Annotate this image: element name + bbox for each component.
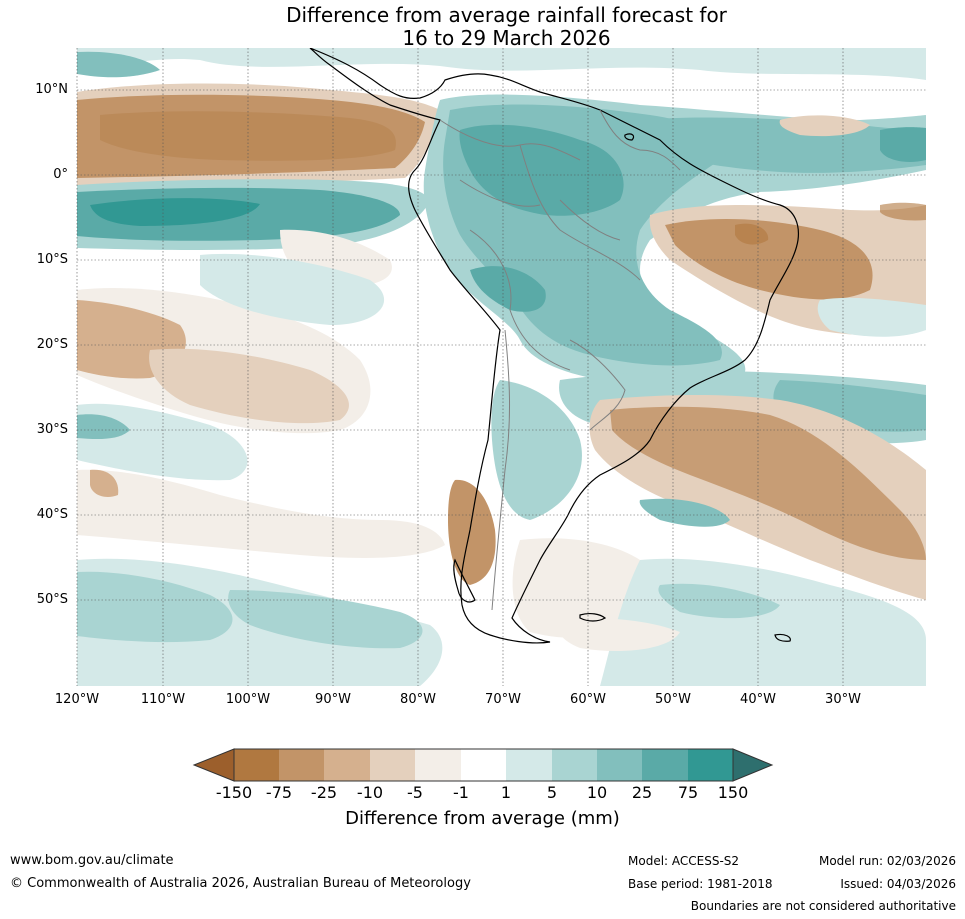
colorbar <box>192 748 774 782</box>
copyright-text: © Commonwealth of Australia 2026, Austra… <box>10 876 471 891</box>
colorbar-tick: 150 <box>717 783 749 802</box>
colorbar-bin <box>597 749 642 781</box>
disclaimer-text: Boundaries are not considered authoritat… <box>690 899 956 913</box>
colorbar-tick: 1 <box>500 783 512 802</box>
title-line-1: Difference from average rainfall forecas… <box>286 3 727 27</box>
colorbar-bin <box>370 749 415 781</box>
colorbar-bin <box>324 749 370 781</box>
anomaly-field <box>77 48 926 686</box>
lat-label: 50°S <box>36 592 68 607</box>
lat-label: 0° <box>53 167 68 182</box>
colorbar-label: Difference from average (mm) <box>345 808 620 829</box>
colorbar-bin <box>688 749 733 781</box>
colorbar-bin <box>415 749 461 781</box>
lon-label: 110°W <box>140 692 186 707</box>
colorbar-tick: 75 <box>677 783 699 802</box>
base-period-text: Base period: 1981-2018 <box>628 877 773 891</box>
lon-label: 60°W <box>570 692 606 707</box>
lat-label: 10°S <box>36 252 68 267</box>
lon-label: 100°W <box>225 692 271 707</box>
colorbar-tick: -5 <box>407 783 423 802</box>
map-title: Difference from average rainfall forecas… <box>0 4 965 50</box>
title-line-2: 16 to 29 March 2026 <box>402 26 611 50</box>
colorbar-tick: 10 <box>586 783 608 802</box>
coastlines <box>309 48 800 644</box>
colorbar-bin <box>552 749 597 781</box>
colorbar-tick: -10 <box>356 783 384 802</box>
model-run-text: Model run: 02/03/2026 <box>818 854 956 868</box>
lon-label: 80°W <box>400 692 436 707</box>
colorbar-tick: -25 <box>310 783 338 802</box>
colorbar-bin <box>461 749 506 781</box>
colorbar-tick: -1 <box>453 783 469 802</box>
colorbar-tick: -75 <box>265 783 293 802</box>
lon-label: 30°W <box>825 692 861 707</box>
lon-label: 50°W <box>655 692 691 707</box>
lat-label: 30°S <box>36 422 68 437</box>
issued-text: Issued: 04/03/2026 <box>840 877 956 891</box>
colorbar-bin <box>279 749 324 781</box>
colorbar-bin <box>234 749 279 781</box>
colorbar-tick: 25 <box>631 783 653 802</box>
lat-label: 10°N <box>35 82 68 97</box>
model-text: Model: ACCESS-S2 <box>628 854 740 868</box>
colorbar-tick: 5 <box>546 783 558 802</box>
colorbar-bin <box>506 749 552 781</box>
colorbar-bin <box>642 749 688 781</box>
lat-label: 40°S <box>36 507 68 522</box>
graticule <box>76 48 926 686</box>
lon-label: 90°W <box>315 692 351 707</box>
website-link[interactable]: www.bom.gov.au/climate <box>10 853 174 868</box>
lon-label: 70°W <box>485 692 521 707</box>
lat-label: 20°S <box>36 337 68 352</box>
colorbar-tick: -150 <box>215 783 253 802</box>
colorbar-extend-high <box>732 748 774 782</box>
colorbar-extend-low <box>192 748 235 782</box>
lon-label: 120°W <box>54 692 100 707</box>
lon-label: 40°W <box>740 692 776 707</box>
